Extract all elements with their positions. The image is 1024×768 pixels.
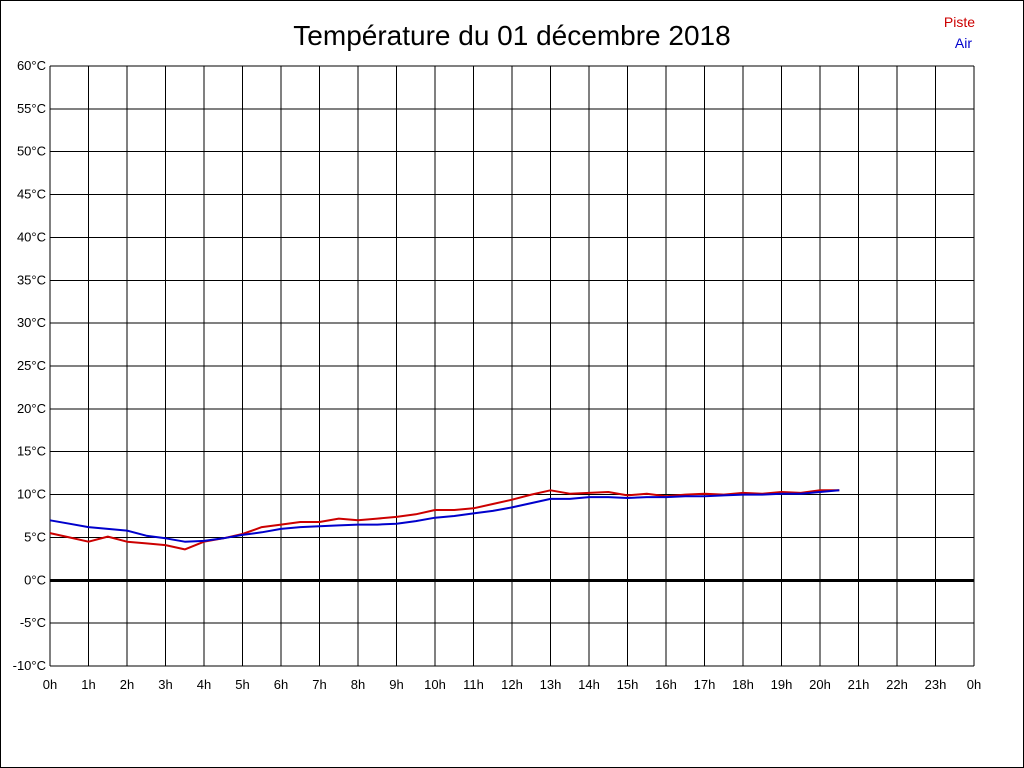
y-tick-label: 40°C (17, 229, 46, 244)
y-tick-label: 55°C (17, 101, 46, 116)
y-tick-label: 20°C (17, 401, 46, 416)
legend-entry-piste: Piste (944, 14, 975, 30)
y-tick-label: 60°C (17, 58, 46, 73)
x-axis-ticks: 0h 1h 2h 3h 4h 5h 6h 7h 8h 9h 10h 11h 12h 13h 14h 15h 16… (43, 677, 981, 692)
x-tick-label: 20h (809, 677, 831, 692)
y-tick-label: 50°C (17, 144, 46, 159)
x-tick-label: 14h (578, 677, 600, 692)
x-tick-label: 8h (351, 677, 365, 692)
x-tick-label: 4h (197, 677, 211, 692)
series-lines (49, 489, 840, 551)
y-tick-label: 15°C (17, 444, 46, 459)
x-tick-label: 0h (43, 677, 57, 692)
x-tick-label: 11h (463, 677, 484, 692)
x-tick-label: 21h (848, 677, 870, 692)
y-tick-label: 25°C (17, 358, 46, 373)
y-tick-label: 30°C (17, 315, 46, 330)
x-tick-label: 12h (501, 677, 523, 692)
x-tick-label: 6h (274, 677, 288, 692)
y-tick-label: 35°C (17, 272, 46, 287)
x-tick-label: 19h (771, 677, 793, 692)
x-tick-label: 18h (732, 677, 754, 692)
x-tick-label: 2h (120, 677, 134, 692)
x-tick-label: 13h (540, 677, 562, 692)
y-tick-label: 0°C (24, 572, 46, 587)
series-line-air (49, 489, 840, 543)
x-tick-label: 5h (235, 677, 249, 692)
x-tick-label: 1h (81, 677, 95, 692)
x-tick-label: 23h (925, 677, 947, 692)
y-tick-label: 5°C (24, 529, 46, 544)
y-axis-ticks: 60°C 55°C 50°C 45°C 40°C 35°C 30°C 25°C 20°C 15°C… (13, 58, 46, 673)
x-tick-label: 16h (655, 677, 677, 692)
y-tick-label: 45°C (17, 187, 46, 202)
x-tick-label: 17h (694, 677, 716, 692)
y-tick-label: -10°C (13, 658, 46, 673)
x-tick-label: 3h (158, 677, 172, 692)
x-tick-label: 22h (886, 677, 908, 692)
y-tick-label: 10°C (17, 487, 46, 502)
legend-entry-air: Air (955, 35, 972, 51)
grid (49, 65, 975, 667)
y-tick-label: -5°C (20, 615, 46, 630)
x-tick-label: 7h (312, 677, 326, 692)
x-tick-label: 10h (424, 677, 446, 692)
x-tick-label: 9h (389, 677, 403, 692)
series-line-piste (49, 489, 840, 551)
chart-title: Température du 01 décembre 2018 (293, 20, 730, 51)
x-tick-label: 15h (617, 677, 639, 692)
x-tick-label: 0h (967, 677, 981, 692)
